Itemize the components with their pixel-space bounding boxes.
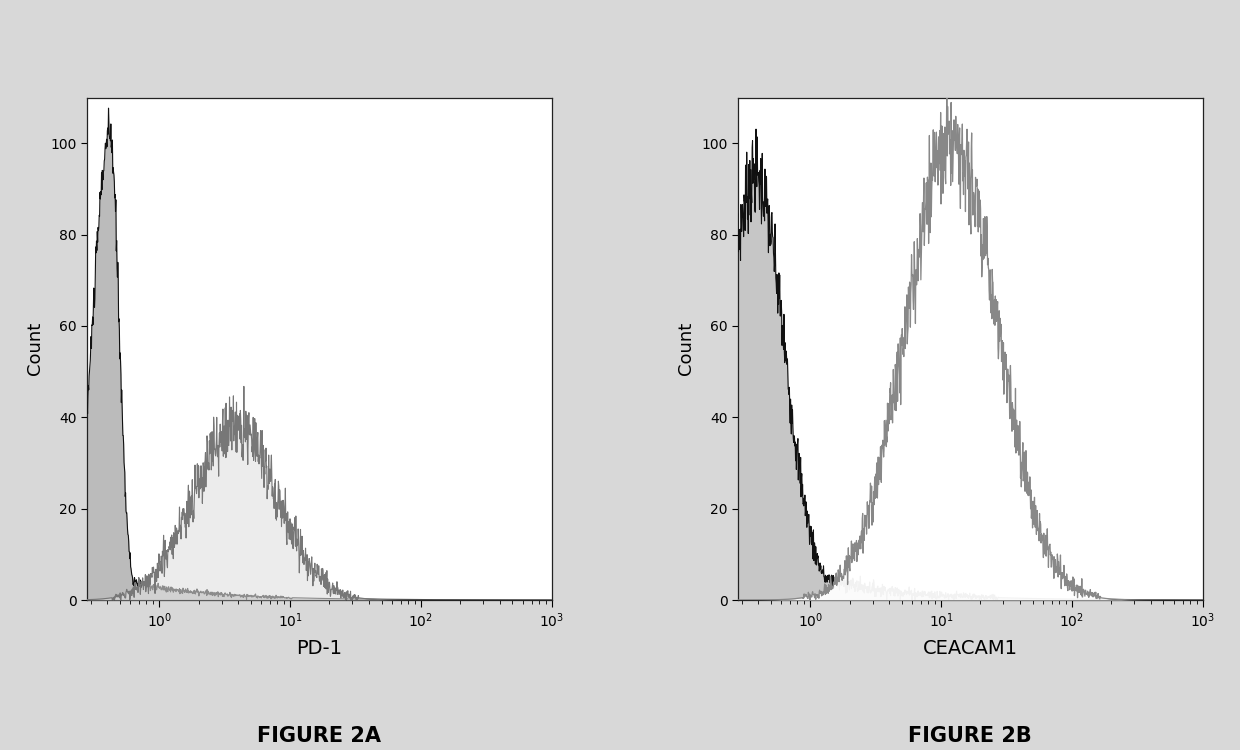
X-axis label: CEACAM1: CEACAM1 [923, 639, 1018, 658]
Y-axis label: Count: Count [677, 322, 696, 375]
X-axis label: PD-1: PD-1 [296, 639, 342, 658]
Y-axis label: Count: Count [26, 322, 45, 375]
Text: FIGURE 2B: FIGURE 2B [909, 725, 1032, 746]
Text: FIGURE 2A: FIGURE 2A [257, 725, 381, 746]
